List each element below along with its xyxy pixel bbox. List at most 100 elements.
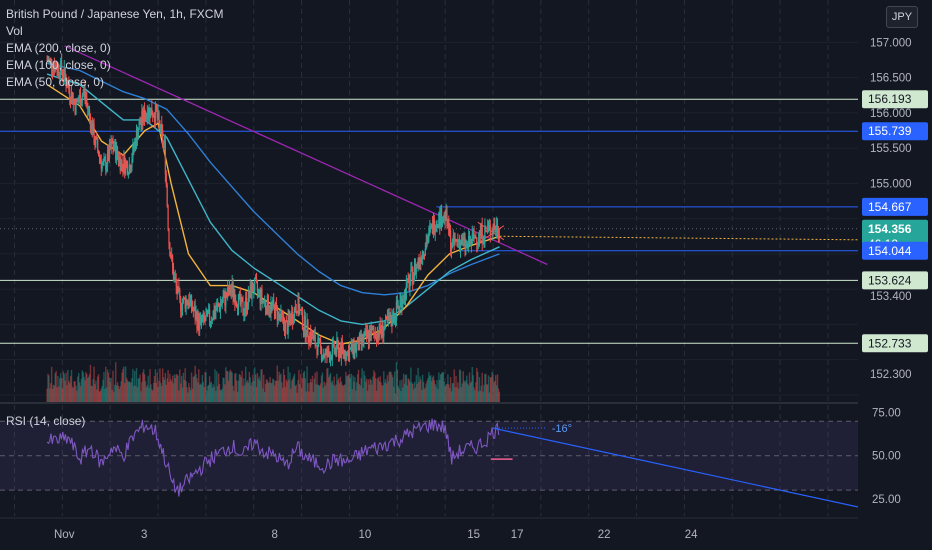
volume-bar [337,380,339,402]
volume-bar [482,391,484,402]
volume-bar [107,372,110,402]
currency-button[interactable]: JPY [886,6,918,28]
volume-bar [119,386,121,402]
volume-bar [315,384,317,402]
candle-body [305,336,307,338]
candle-body [312,335,314,339]
volume-bar [120,381,122,402]
price-tag [862,90,928,109]
candle-body [166,184,168,206]
candle-body [348,350,350,361]
volume-bar [451,383,454,402]
candle-body [416,264,418,266]
candle-body [208,309,211,322]
candle-body [292,311,294,323]
volume-bar [327,367,329,402]
volume-bar [81,370,84,402]
volume-bar [441,371,444,402]
time-tick-label: Nov [54,529,75,541]
volume-bar [457,382,459,402]
candle-body [175,279,177,287]
candle-body [307,320,309,338]
candle-body [87,103,89,110]
volume-bar [465,380,467,402]
candle-body [202,313,204,319]
candle-body [425,241,427,249]
candle-body [464,237,466,249]
volume-bar [469,383,472,402]
candle-body [249,285,251,298]
indicator-vol[interactable]: Vol [6,24,23,38]
volume-bar [427,377,429,402]
indicator-ema100[interactable]: EMA (100, close, 0) [6,58,111,72]
volume-bar [257,378,260,402]
volume-bar [195,374,197,402]
volume-bar [275,380,278,402]
candle-body [447,218,449,226]
volume-bar [86,373,88,402]
price-tick-label: 153.400 [870,291,912,303]
candle-body [232,282,234,297]
candle-body [102,162,104,164]
candle-body [80,102,83,106]
volume-bar [443,381,445,402]
candle-body [283,316,285,325]
indicator-ema50[interactable]: EMA (50, close, 0) [6,75,105,89]
volume-bar [281,382,283,402]
candle-body [199,318,201,331]
volume-bar [246,380,249,402]
volume-bar [104,388,106,402]
volume-bar [57,375,59,402]
candle-body [422,251,424,258]
candle-body [296,312,298,314]
candle-body [273,305,276,319]
candle-body [455,238,457,241]
indicator-ema200[interactable]: EMA (200, close, 0) [6,41,111,55]
volume-bar [134,385,137,402]
candle-body [323,354,325,358]
candle-body [262,300,264,302]
volume-bar [307,382,309,402]
volume-bar [185,381,187,402]
candle-body [446,210,448,226]
candle-body [301,308,303,311]
candle-body [135,130,138,148]
candle-body [156,110,158,119]
rsi-angle-label: -16° [552,423,572,435]
candle-body [179,289,181,298]
candle-body [311,332,314,339]
volume-bar [426,380,428,402]
volume-bar [354,377,356,402]
volume-bar [217,385,219,402]
candle-body [440,208,442,227]
volume-bar [432,375,435,402]
candle-body [321,356,324,360]
volume-bar [139,374,141,402]
volume-bar [225,367,227,402]
volume-bar [255,387,258,402]
candle-body [286,322,288,334]
candle-body [56,69,58,73]
candle-body [186,299,188,305]
candle-body [133,144,135,149]
volume-bar [411,383,414,402]
volume-bar [180,383,182,402]
candle-body [477,242,479,245]
volume-bar [67,370,69,402]
volume-bar [389,371,391,402]
volume-bar [485,373,487,402]
volume-bar [128,381,130,402]
volume-bar [154,369,157,402]
rsi-legend[interactable]: RSI (14, close) [6,414,86,428]
volume-bar [481,372,483,402]
candle-body [493,225,495,233]
volume-bar [230,371,232,402]
price-tick-label: 156.500 [870,73,912,85]
candle-body [465,243,467,249]
candle-body [207,310,209,314]
price-tag-value: 154.667 [868,200,912,214]
candle-body [81,95,83,103]
candle-body [422,251,425,256]
candle-body [234,293,236,305]
